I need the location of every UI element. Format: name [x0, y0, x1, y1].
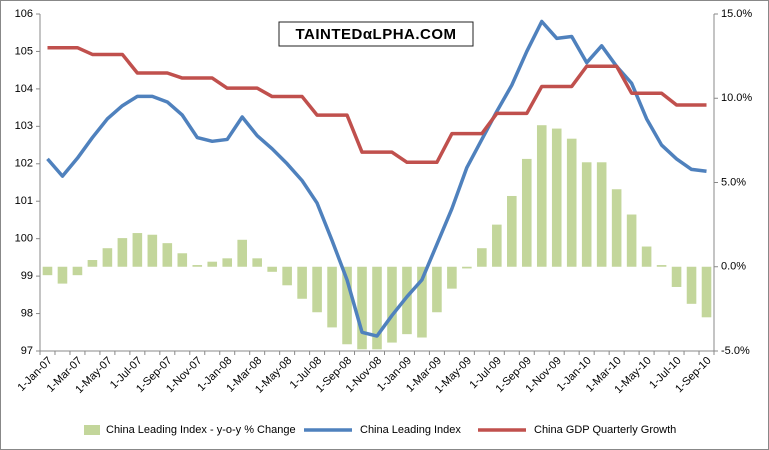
bar	[686, 266, 697, 304]
bar	[57, 266, 68, 284]
bar	[117, 238, 128, 267]
bar	[72, 266, 83, 276]
line	[47, 45, 707, 165]
bar	[596, 162, 607, 267]
bar	[551, 128, 562, 267]
bar	[102, 248, 113, 267]
bar	[387, 266, 397, 343]
bar	[566, 138, 577, 267]
y-tick-label: 98	[21, 307, 33, 319]
bar	[162, 243, 173, 267]
y2-tick-label: 0.0%	[721, 261, 746, 273]
bar	[432, 266, 442, 313]
bar	[671, 266, 682, 287]
legend-label: China GDP Quarterly Growth	[534, 424, 676, 436]
bar	[611, 189, 622, 267]
bar	[447, 266, 457, 289]
bar	[87, 260, 98, 267]
y2-tick-label: 15.0%	[721, 8, 752, 20]
bar	[417, 266, 427, 338]
bar	[297, 266, 307, 299]
legend-label: China Leading Index	[360, 424, 461, 436]
bar	[492, 224, 502, 267]
bar	[626, 214, 637, 267]
bar	[222, 258, 233, 267]
bar	[312, 266, 322, 313]
y-tick-label: 102	[15, 158, 33, 170]
bar	[252, 258, 262, 267]
legend-label: China Leading Index - y-o-y % Change	[106, 424, 296, 436]
bar	[192, 265, 203, 267]
legend-swatch	[84, 425, 100, 435]
y2-tick-label: 5.0%	[721, 176, 746, 188]
y-tick-label: 101	[15, 195, 33, 207]
bar	[641, 246, 652, 267]
bar	[177, 253, 188, 267]
logo-box	[278, 21, 474, 47]
bar	[507, 195, 517, 267]
bar	[402, 266, 412, 335]
y2-tick-label: -5.0%	[721, 345, 750, 357]
bar	[357, 266, 367, 350]
bar	[207, 261, 218, 267]
bar	[656, 265, 667, 267]
y-tick-label: 100	[15, 233, 33, 245]
bar	[42, 266, 53, 276]
bar	[521, 158, 532, 267]
line	[46, 19, 707, 338]
bar	[536, 125, 547, 267]
bar	[477, 248, 487, 267]
logo: TAINTEDαLPHA.COM	[295, 26, 456, 43]
bar	[581, 162, 592, 267]
bar	[237, 239, 247, 267]
y2-tick-label: 10.0%	[721, 92, 752, 104]
y-tick-label: 103	[15, 120, 33, 132]
bar	[342, 266, 352, 345]
y-tick-label: 99	[21, 270, 33, 282]
bar	[462, 266, 472, 269]
y-tick-label: 105	[15, 45, 33, 57]
y-tick-label: 97	[21, 345, 33, 357]
bar	[701, 266, 712, 318]
bar	[282, 266, 292, 286]
bar	[132, 233, 143, 267]
bar	[372, 266, 382, 350]
y-tick-label: 104	[15, 83, 33, 95]
bar	[267, 266, 277, 272]
bar	[147, 234, 158, 267]
y-tick-label: 106	[15, 8, 33, 20]
bar	[327, 266, 337, 328]
